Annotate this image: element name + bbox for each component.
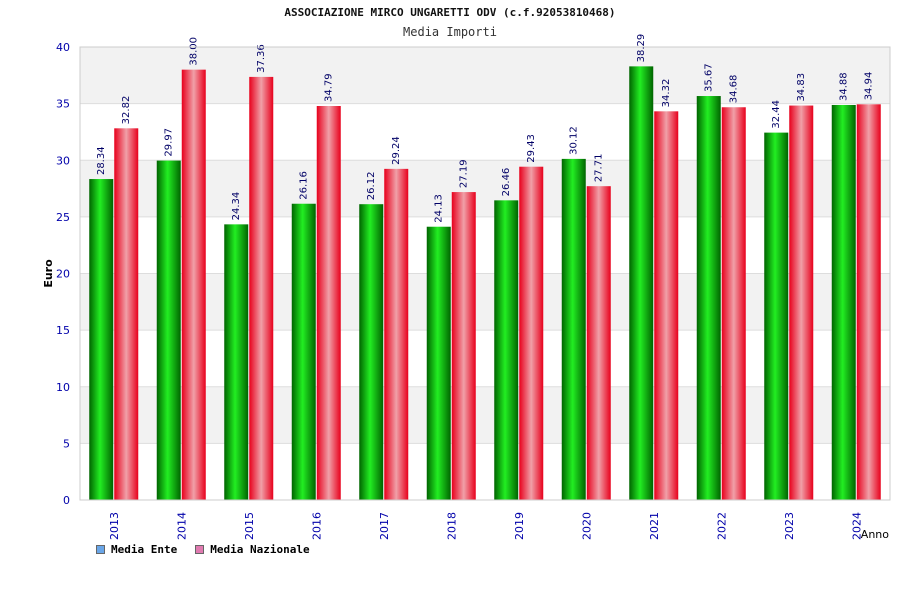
bar-media-nazionale (721, 107, 746, 501)
bar-media-nazionale (519, 166, 544, 500)
data-label: 26.12 (366, 172, 377, 201)
data-label: 35.67 (704, 63, 715, 92)
bar-media-nazionale (181, 69, 206, 501)
bar-media-ente (494, 200, 519, 500)
x-tick-label: 2015 (243, 512, 256, 540)
grid-band (80, 160, 890, 217)
grid-bands (80, 47, 890, 444)
x-tick-label: 2022 (715, 512, 728, 540)
x-tick-label: 2021 (648, 512, 661, 540)
axes: 0 5 10 15 20 25 30 35 40 Euro 2013 2014 2015 2016 2017… (42, 41, 891, 541)
legend-item-media-nazionale: Media Nazionale (195, 543, 310, 556)
data-label: 32.82 (121, 96, 132, 125)
data-label: 27.19 (459, 159, 470, 188)
data-label: 30.12 (569, 126, 580, 155)
grid-band (80, 273, 890, 331)
plot-frame (79, 46, 891, 501)
bar-media-ente (561, 158, 586, 501)
legend-swatch-media-ente (96, 545, 105, 554)
chart-subtitle: Media Importi (403, 25, 497, 39)
bar-media-nazionale (384, 168, 409, 500)
data-label: 38.29 (636, 34, 647, 63)
y-tick-label: 20 (56, 268, 70, 281)
data-label: 29.43 (526, 134, 537, 163)
data-label: 26.16 (299, 171, 310, 200)
legend-item-media-ente: Media Ente (96, 543, 177, 556)
y-axis-label: Euro (42, 259, 55, 288)
legend-label-media-ente: Media Ente (111, 543, 178, 556)
grid-band (80, 47, 890, 104)
data-label: 34.83 (796, 73, 807, 102)
bar-media-ente (89, 179, 114, 500)
bar-media-ente (426, 226, 451, 500)
bar-media-nazionale (789, 105, 814, 501)
bar-media-nazionale (451, 192, 476, 501)
bars-group (89, 66, 881, 501)
x-tick-label: 2017 (378, 512, 391, 540)
bar-media-nazionale (586, 186, 611, 500)
x-tick-label: 2024 (850, 512, 863, 540)
data-label: 29.24 (391, 136, 402, 165)
data-label: 34.94 (864, 72, 875, 101)
data-label: 32.44 (771, 100, 782, 129)
grid-band (80, 386, 890, 444)
y-tick-label: 10 (56, 381, 70, 394)
data-labels: 28.34 32.82 29.97 38.00 24.34 37.36 26.16 34.79… (96, 34, 875, 223)
data-label: 27.71 (594, 154, 605, 183)
data-label: 34.68 (729, 75, 740, 104)
legend-label-media-nazionale: Media Nazionale (210, 543, 310, 556)
x-tick-label: 2016 (310, 512, 323, 540)
data-label: 38.00 (189, 37, 200, 66)
data-label: 37.36 (256, 44, 267, 73)
x-tick-label: 2020 (580, 512, 593, 540)
x-tick-label: 2019 (513, 512, 526, 540)
bar-media-nazionale (114, 128, 139, 500)
y-tick-label: 35 (56, 98, 70, 111)
bar-media-ente (629, 66, 654, 500)
y-tick-label: 5 (63, 437, 70, 450)
data-label: 24.34 (231, 192, 242, 221)
bar-media-nazionale (316, 106, 341, 501)
bar-media-ente (831, 104, 856, 500)
chart-title: ASSOCIAZIONE MIRCO UNGARETTI ODV (c.f.92… (284, 6, 616, 19)
data-label: 34.88 (839, 72, 850, 101)
data-label: 26.46 (501, 168, 512, 197)
y-tick-label: 25 (56, 211, 70, 224)
y-tick-label: 15 (56, 324, 70, 337)
x-tick-label: 2023 (783, 512, 796, 540)
data-label: 28.34 (96, 146, 107, 175)
bar-media-ente (156, 160, 181, 500)
bar-media-ente (224, 224, 249, 501)
y-tick-label: 0 (63, 494, 70, 507)
bar-media-ente (696, 96, 721, 501)
data-label: 29.97 (164, 128, 175, 157)
x-axis-label: Anno (861, 528, 889, 541)
bar-media-ente (359, 204, 384, 501)
data-label: 24.13 (434, 194, 445, 223)
y-tick-label: 30 (56, 154, 70, 167)
bar-media-nazionale (856, 104, 881, 500)
bar-media-nazionale (249, 76, 274, 500)
x-tick-label: 2018 (445, 512, 458, 540)
data-label: 34.32 (661, 79, 672, 108)
y-tick-label: 40 (56, 41, 70, 54)
bar-media-nazionale (654, 111, 679, 501)
x-tick-label: 2014 (175, 512, 188, 540)
bar-media-ente (764, 132, 789, 500)
data-label: 34.79 (324, 73, 335, 102)
legend: Media Ente Media Nazionale (96, 543, 310, 556)
x-tick-label: 2013 (108, 512, 121, 540)
bar-media-ente (291, 203, 316, 500)
legend-swatch-media-nazionale (195, 545, 205, 554)
